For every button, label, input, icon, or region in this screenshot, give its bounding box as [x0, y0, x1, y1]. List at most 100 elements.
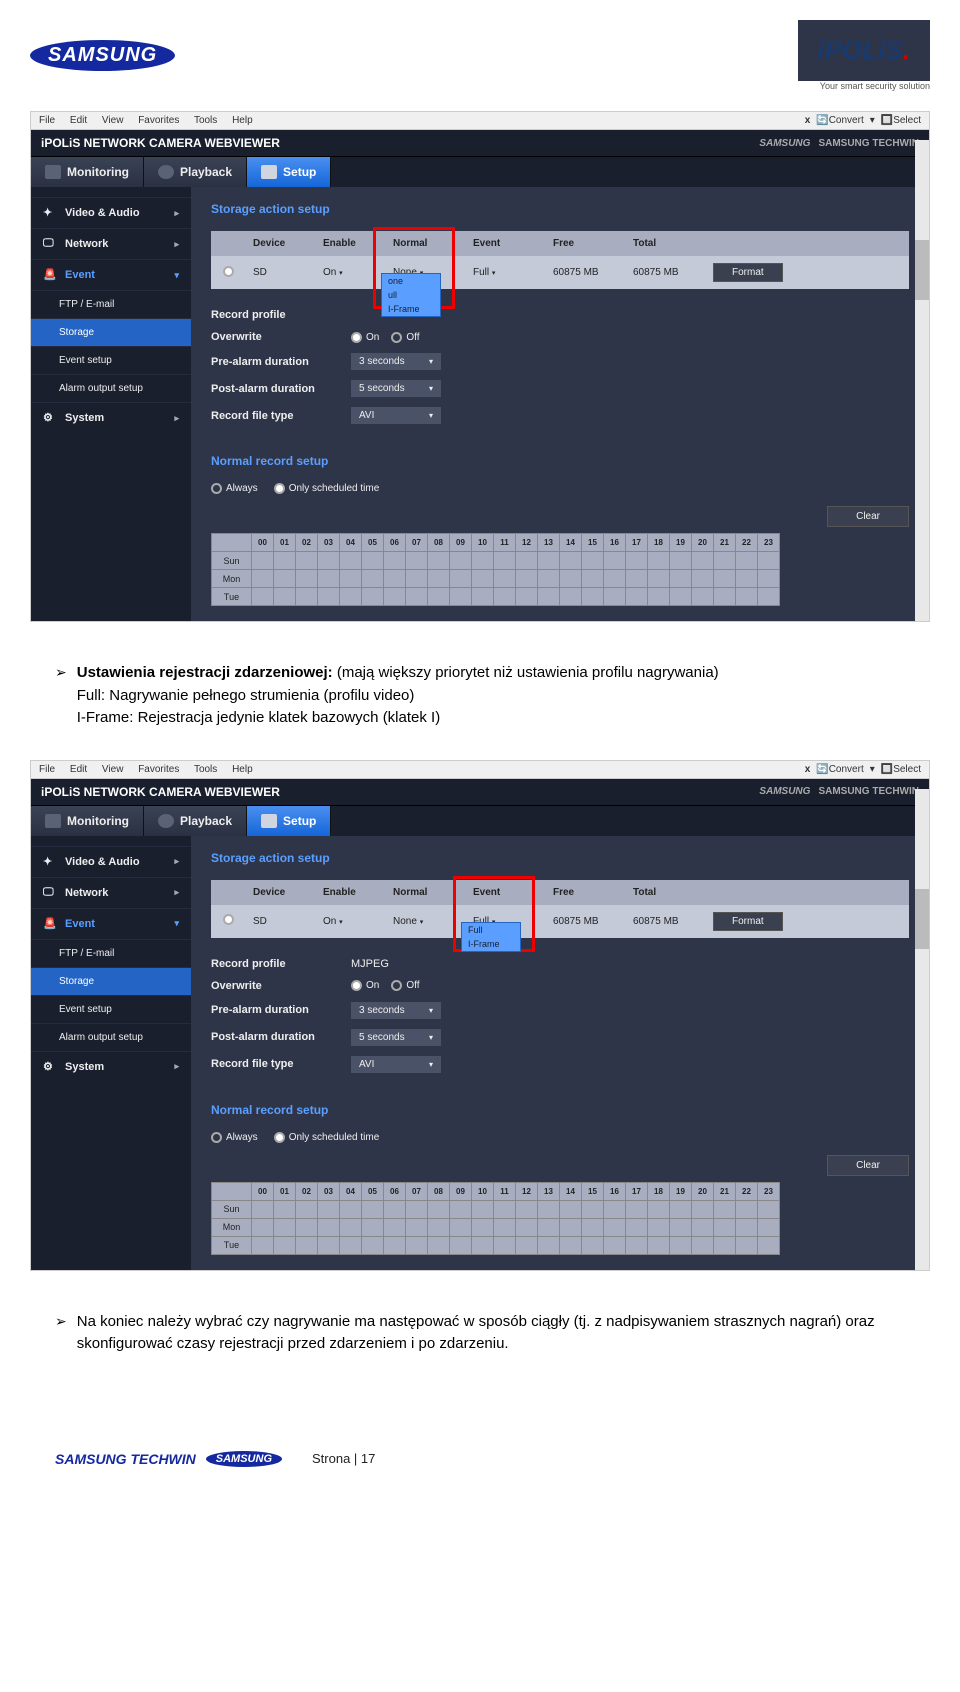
sidebar-storage[interactable]: Storage	[31, 967, 191, 995]
browser-menu-bar-2: File Edit View Favorites Tools Help x 🔄C…	[31, 761, 929, 779]
menu-favorites[interactable]: Favorites	[138, 764, 179, 775]
cell-enable[interactable]: On ▾	[319, 914, 389, 929]
bullet1-line2: Full: Nagrywanie pełnego strumienia (pro…	[77, 687, 415, 704]
menu-help[interactable]: Help	[232, 764, 253, 775]
gear-icon: ⚙	[43, 411, 57, 425]
overwrite-off[interactable]: Off	[391, 332, 419, 343]
sidebar-event[interactable]: 🚨Event▾	[31, 908, 191, 939]
sidebar-video-audio[interactable]: ✦Video & Audio▸	[31, 846, 191, 877]
scrollbar-2[interactable]	[915, 789, 929, 1270]
tab-setup[interactable]: Setup	[247, 806, 331, 836]
tab-playback[interactable]: Playback	[144, 806, 247, 836]
ipolis-dot: .	[903, 35, 910, 65]
overwrite-on[interactable]: On	[351, 980, 379, 991]
clear-button[interactable]: Clear	[827, 1155, 909, 1176]
menu-edit[interactable]: Edit	[70, 764, 87, 775]
menu-view[interactable]: View	[102, 764, 124, 775]
overwrite-off[interactable]: Off	[391, 980, 419, 991]
dropdown-opt[interactable]: I-Frame	[382, 302, 440, 316]
menu-tools[interactable]: Tools	[194, 764, 217, 775]
schedule-only[interactable]: Only scheduled time	[274, 483, 380, 494]
sidebar-alarm-output[interactable]: Alarm output setup	[31, 374, 191, 402]
normal-dropdown[interactable]: one ull I-Frame	[381, 273, 441, 317]
format-button[interactable]: Format	[713, 912, 783, 931]
col-total: Total	[629, 885, 709, 900]
sidebar-ftp-email[interactable]: FTP / E-mail	[31, 290, 191, 318]
menu-edit[interactable]: Edit	[70, 115, 87, 126]
close-icon[interactable]: x	[805, 115, 811, 126]
app-header: iPOLiS NETWORK CAMERA WEBVIEWER SAMSUNGS…	[31, 130, 929, 156]
overwrite-on[interactable]: On	[351, 332, 379, 343]
cell-enable[interactable]: On ▾	[319, 265, 389, 280]
convert-button[interactable]: 🔄Convert	[816, 115, 863, 126]
pre-alarm-select[interactable]: 3 seconds▾	[351, 1002, 441, 1019]
bullet-icon: ➢	[55, 662, 67, 730]
sparkle-icon: ✦	[43, 855, 57, 869]
menu-tools[interactable]: Tools	[194, 115, 217, 126]
sidebar-video-audio[interactable]: ✦Video & Audio▸	[31, 197, 191, 228]
event-dropdown[interactable]: Full I-Frame	[461, 922, 521, 952]
sidebar-system[interactable]: ⚙System▸	[31, 402, 191, 433]
menu-view[interactable]: View	[102, 115, 124, 126]
schedule-always[interactable]: Always	[211, 483, 258, 494]
sidebar-network[interactable]: 🖵Network▸	[31, 877, 191, 908]
label-pre-alarm: Pre-alarm duration	[211, 1004, 351, 1016]
tab-monitoring[interactable]: Monitoring	[31, 157, 144, 187]
select-button[interactable]: 🔲Select	[881, 764, 921, 775]
schedule-always[interactable]: Always	[211, 1132, 258, 1143]
dropdown-opt[interactable]: one	[382, 274, 440, 288]
dropdown-opt[interactable]: ull	[382, 288, 440, 302]
cell-free: 60875 MB	[549, 914, 629, 929]
tab-monitoring[interactable]: Monitoring	[31, 806, 144, 836]
close-icon[interactable]: x	[805, 764, 811, 775]
cell-event[interactable]: Full ▾	[469, 265, 549, 280]
dropdown-opt[interactable]: I-Frame	[462, 937, 520, 951]
sidebar-network[interactable]: 🖵Network▸	[31, 228, 191, 259]
tab-setup[interactable]: Setup	[247, 157, 331, 187]
sidebar-event-setup[interactable]: Event setup	[31, 995, 191, 1023]
chevron-right-icon: ▸	[174, 208, 179, 219]
sidebar-event[interactable]: 🚨Event▾	[31, 259, 191, 290]
storage-table: Device Enable Normal Event Free Total SD…	[211, 231, 909, 289]
sidebar-storage[interactable]: Storage	[31, 318, 191, 346]
label-post-alarm: Post-alarm duration	[211, 1031, 351, 1043]
sidebar-ftp-email[interactable]: FTP / E-mail	[31, 939, 191, 967]
app-title: iPOLiS NETWORK CAMERA WEBVIEWER	[41, 785, 280, 799]
menu-file[interactable]: File	[39, 764, 55, 775]
playback-icon	[158, 814, 174, 828]
scrollbar-thumb[interactable]	[915, 240, 929, 300]
cell-normal[interactable]: None ▾	[389, 914, 469, 929]
dropdown-opt[interactable]: Full	[462, 923, 520, 937]
format-button[interactable]: Format	[713, 263, 783, 282]
storage-table-2: Device Enable Normal Event Free Total SD…	[211, 880, 909, 938]
record-file-select[interactable]: AVI▾	[351, 1056, 441, 1073]
menu-favorites[interactable]: Favorites	[138, 115, 179, 126]
scrollbar-thumb[interactable]	[915, 889, 929, 949]
convert-button[interactable]: 🔄Convert	[816, 764, 863, 775]
tab-playback[interactable]: Playback	[144, 157, 247, 187]
clear-button[interactable]: Clear	[827, 506, 909, 527]
screenshot-1: File Edit View Favorites Tools Help x 🔄C…	[30, 111, 930, 622]
scrollbar[interactable]	[915, 140, 929, 621]
schedule-grid-2[interactable]: 0001020304050607080910111213141516171819…	[211, 1182, 780, 1255]
select-button[interactable]: 🔲Select	[881, 115, 921, 126]
schedule-only[interactable]: Only scheduled time	[274, 1132, 380, 1143]
setup-icon	[261, 814, 277, 828]
row-radio[interactable]	[223, 914, 234, 925]
sidebar-system[interactable]: ⚙System▸	[31, 1051, 191, 1082]
post-alarm-select[interactable]: 5 seconds▾	[351, 1029, 441, 1046]
menu-file[interactable]: File	[39, 115, 55, 126]
ipolis-logo: iPOLiS. Your smart security solution	[798, 20, 930, 91]
record-file-select[interactable]: AVI▾	[351, 407, 441, 424]
sidebar-alarm-output[interactable]: Alarm output setup	[31, 1023, 191, 1051]
row-radio[interactable]	[223, 266, 234, 277]
sparkle-icon: ✦	[43, 206, 57, 220]
schedule-grid[interactable]: 0001020304050607080910111213141516171819…	[211, 533, 780, 606]
col-device: Device	[249, 236, 319, 251]
pre-alarm-select[interactable]: 3 seconds▾	[351, 353, 441, 370]
menu-help[interactable]: Help	[232, 115, 253, 126]
event-icon: 🚨	[43, 268, 57, 282]
sidebar-event-setup[interactable]: Event setup	[31, 346, 191, 374]
bullet-section-2: ➢ Na koniec należy wybrać czy nagrywanie…	[30, 1296, 930, 1371]
post-alarm-select[interactable]: 5 seconds▾	[351, 380, 441, 397]
